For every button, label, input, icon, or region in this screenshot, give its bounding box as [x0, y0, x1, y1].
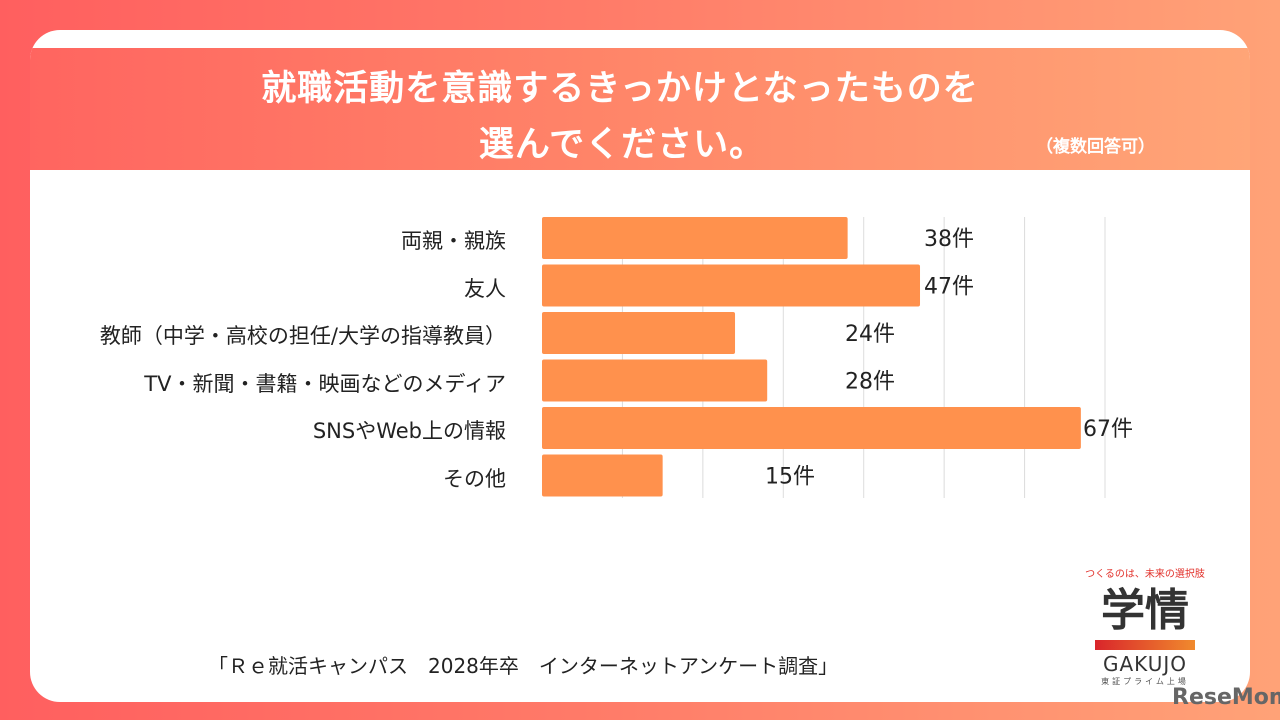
- logo-tagline: つくるのは、未来の選択肢: [1085, 569, 1205, 580]
- category-label: 友人: [464, 276, 506, 301]
- chart-title-line1: 就職活動を意識するきっかけとなったものを: [261, 69, 979, 109]
- data-label: 38件: [924, 227, 974, 252]
- logo-name: GAKUJO: [1102, 652, 1188, 676]
- bar: [542, 217, 848, 259]
- chart-title-line2: 選んでください。: [478, 125, 766, 165]
- source-note: 「Ｒｅ就活キャンパス 2028年卒 インターネットアンケート調査」: [208, 654, 839, 678]
- data-label: 24件: [845, 322, 895, 347]
- category-label: SNSやWeb上の情報: [312, 419, 506, 443]
- data-label: 15件: [765, 465, 815, 490]
- logo-mark: 学情: [1101, 585, 1189, 636]
- resemom-watermark: ReseMom: [1172, 685, 1280, 710]
- category-label: 両親・親族: [401, 229, 506, 253]
- bar: [542, 312, 736, 354]
- chart-card: 就職活動を意識するきっかけとなったものを 選んでください。 （複数回答可） 両親…: [30, 30, 1250, 702]
- multiple-answer-note: （複数回答可）: [1036, 137, 1155, 157]
- data-label: 67件: [1083, 417, 1133, 442]
- bar: [542, 454, 663, 497]
- bar: [542, 359, 768, 402]
- category-label: その他: [443, 466, 506, 491]
- bar: [542, 407, 1081, 449]
- category-label: 教師（中学・高校の担任/大学の指導教員）: [99, 324, 506, 348]
- data-label: 28件: [845, 370, 895, 395]
- data-label: 47件: [924, 275, 974, 300]
- category-label: TV・新聞・書籍・映画などのメディア: [144, 371, 506, 396]
- bar: [542, 264, 921, 307]
- gakujo-logo: つくるのは、未来の選択肢 学情 GAKUJO 東証プライム上場: [1085, 565, 1205, 687]
- header-band: [30, 48, 1250, 170]
- logo-sub: 東証プライム上場: [1101, 677, 1189, 686]
- logo-bar: [1095, 640, 1195, 650]
